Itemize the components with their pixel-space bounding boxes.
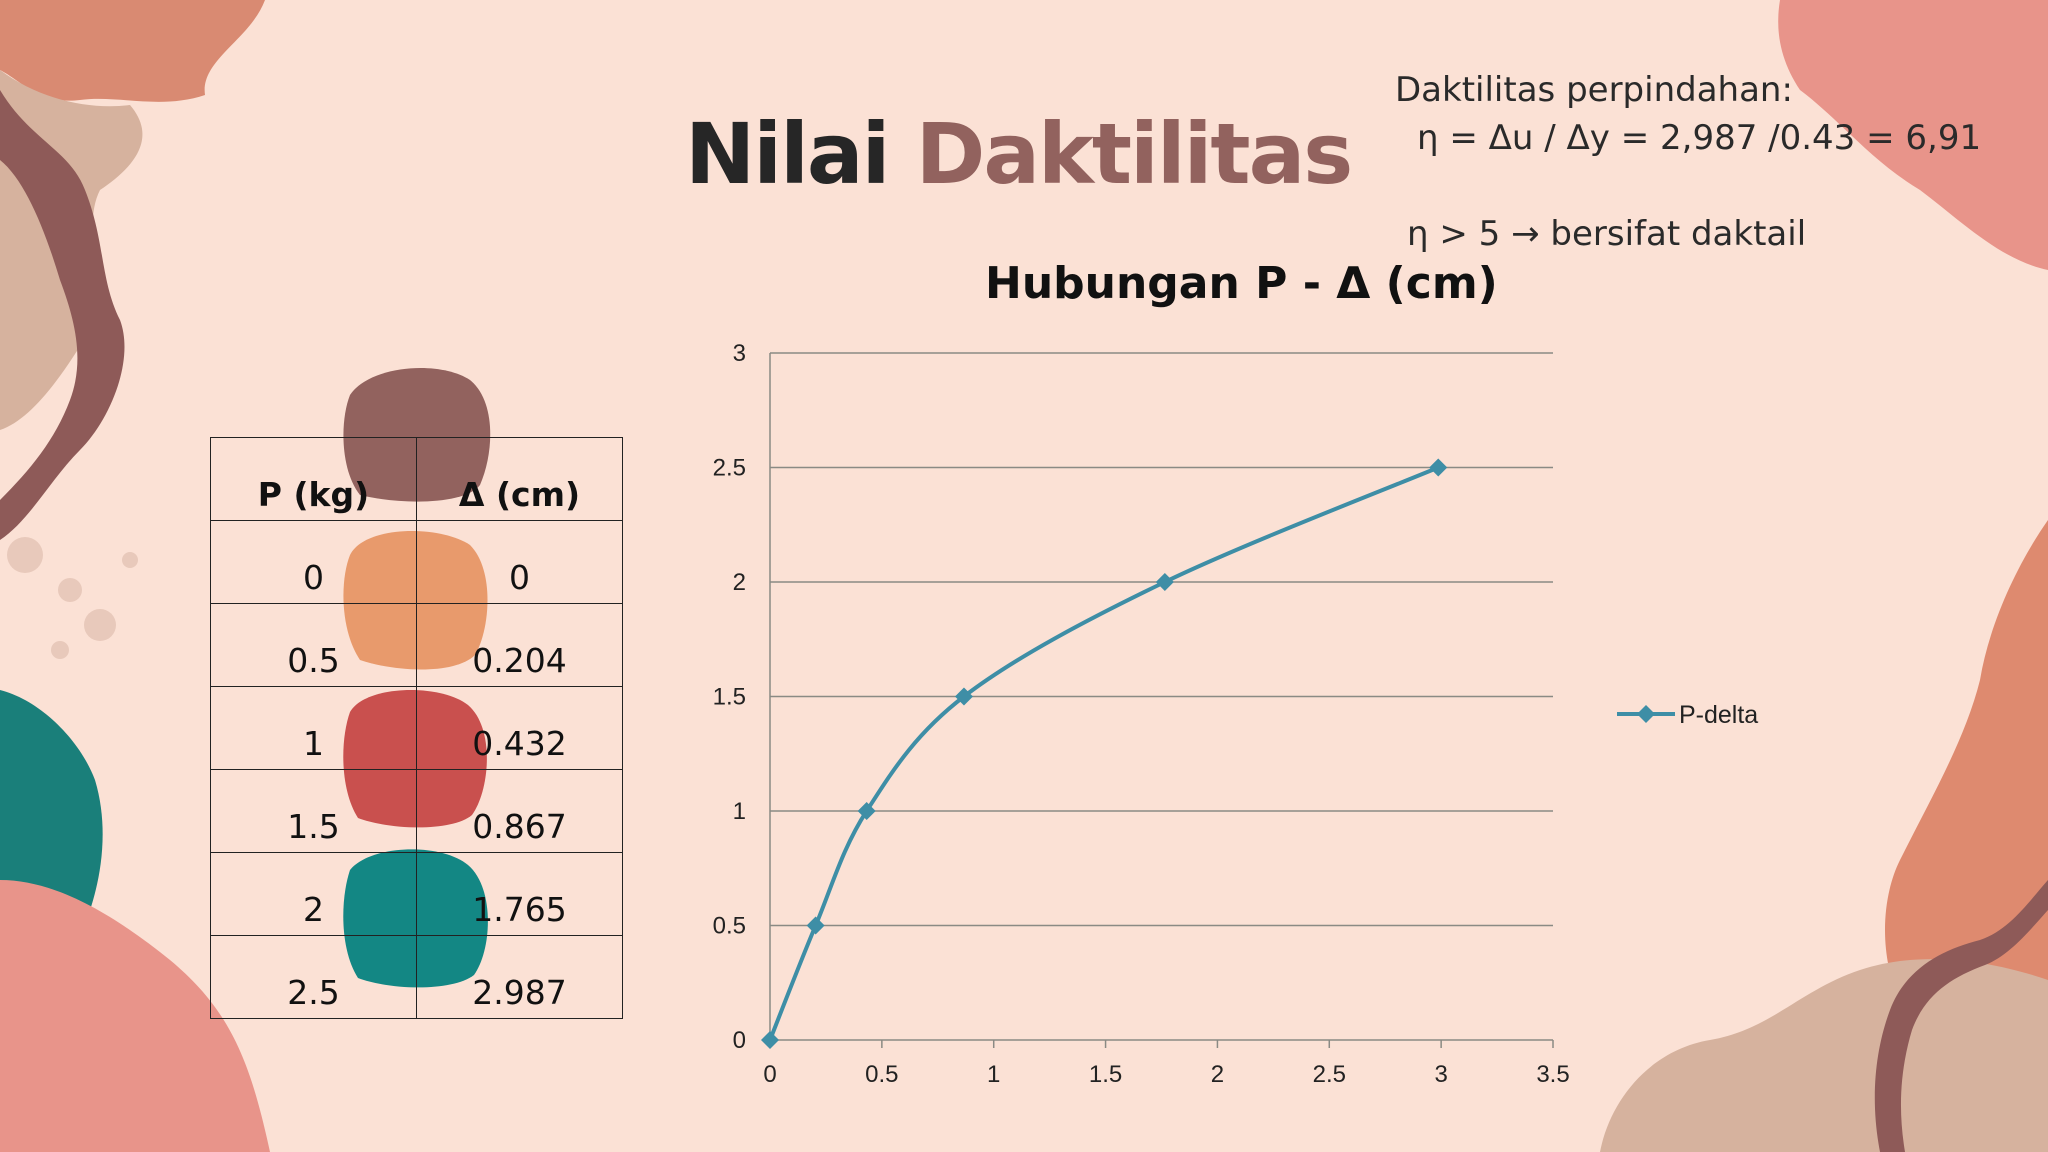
chart-title: Hubungan P - Δ (cm) bbox=[985, 258, 1498, 309]
table-row: 2 1.765 bbox=[210, 852, 623, 936]
legend-marker bbox=[1637, 705, 1655, 723]
y-tick-label: 1 bbox=[733, 798, 746, 825]
x-tick-label: 3.5 bbox=[1536, 1061, 1569, 1088]
formula-heading: Daktilitas perpindahan: bbox=[1395, 70, 1793, 110]
y-tick-label: 0.5 bbox=[713, 913, 746, 940]
data-point-marker bbox=[806, 916, 825, 935]
x-tick-label: 0.5 bbox=[865, 1061, 898, 1088]
x-tick-label: 3 bbox=[1434, 1061, 1447, 1088]
table-cell-delta: 1.765 bbox=[416, 852, 623, 936]
slide-title: Nilai Daktilitas bbox=[685, 105, 1354, 203]
data-point-marker bbox=[761, 1031, 779, 1049]
table-cell-p: 0.5 bbox=[210, 603, 417, 687]
x-tick-label: 2.5 bbox=[1313, 1061, 1346, 1088]
y-tick-label: 3 bbox=[733, 340, 746, 367]
table-row: 0 0 bbox=[210, 520, 623, 604]
x-tick-label: 1 bbox=[987, 1061, 1000, 1088]
table-row: 1.5 0.867 bbox=[210, 769, 623, 853]
table-cell-delta: 0.432 bbox=[416, 686, 623, 770]
table-cell-p: 2.5 bbox=[210, 935, 417, 1019]
series-line bbox=[768, 465, 1440, 1041]
y-tick-label: 0 bbox=[733, 1027, 746, 1054]
formula-conclusion: η > 5 → bersifat daktail bbox=[1407, 214, 1807, 254]
table-cell-delta: 0 bbox=[416, 520, 623, 604]
data-point-marker bbox=[857, 802, 876, 820]
table-cell-p: 1 bbox=[210, 686, 417, 770]
table-cell-delta: 0.204 bbox=[416, 603, 623, 687]
y-tick-label: 1.5 bbox=[713, 684, 746, 711]
table-row: 0.5 0.204 bbox=[210, 603, 623, 687]
table-row: 2.5 2.987 bbox=[210, 935, 623, 1019]
y-tick-label: 2.5 bbox=[713, 455, 746, 482]
table-row: 1 0.432 bbox=[210, 686, 623, 770]
data-table: P (kg) Δ (cm) 0 0 0.5 0.204 1 0.432 1.5 … bbox=[210, 437, 623, 1019]
y-tick-label: 2 bbox=[733, 569, 746, 596]
table-cell-p: 2 bbox=[210, 852, 417, 936]
table-header-delta: Δ (cm) bbox=[416, 437, 623, 521]
formula-equation: η = Δu / Δy = 2,987 /0.43 = 6,91 bbox=[1417, 118, 1982, 158]
ductility-formula: Daktilitas perpindahan: η = Δu / Δy = 2,… bbox=[1395, 66, 1981, 258]
x-tick-label: 1.5 bbox=[1089, 1061, 1122, 1088]
table-cell-p: 1.5 bbox=[210, 769, 417, 853]
data-point-marker bbox=[1155, 573, 1174, 591]
legend-label: P-delta bbox=[1679, 701, 1758, 729]
slide-title-word2: Daktilitas bbox=[915, 105, 1354, 203]
table-cell-delta: 2.987 bbox=[416, 935, 623, 1019]
x-tick-label: 2 bbox=[1211, 1061, 1224, 1088]
data-point-marker bbox=[1429, 458, 1448, 477]
table-cell-delta: 0.867 bbox=[416, 769, 623, 853]
x-tick-label: 0 bbox=[763, 1061, 776, 1088]
slide-title-word1: Nilai bbox=[685, 105, 890, 203]
data-point-marker bbox=[954, 687, 973, 706]
